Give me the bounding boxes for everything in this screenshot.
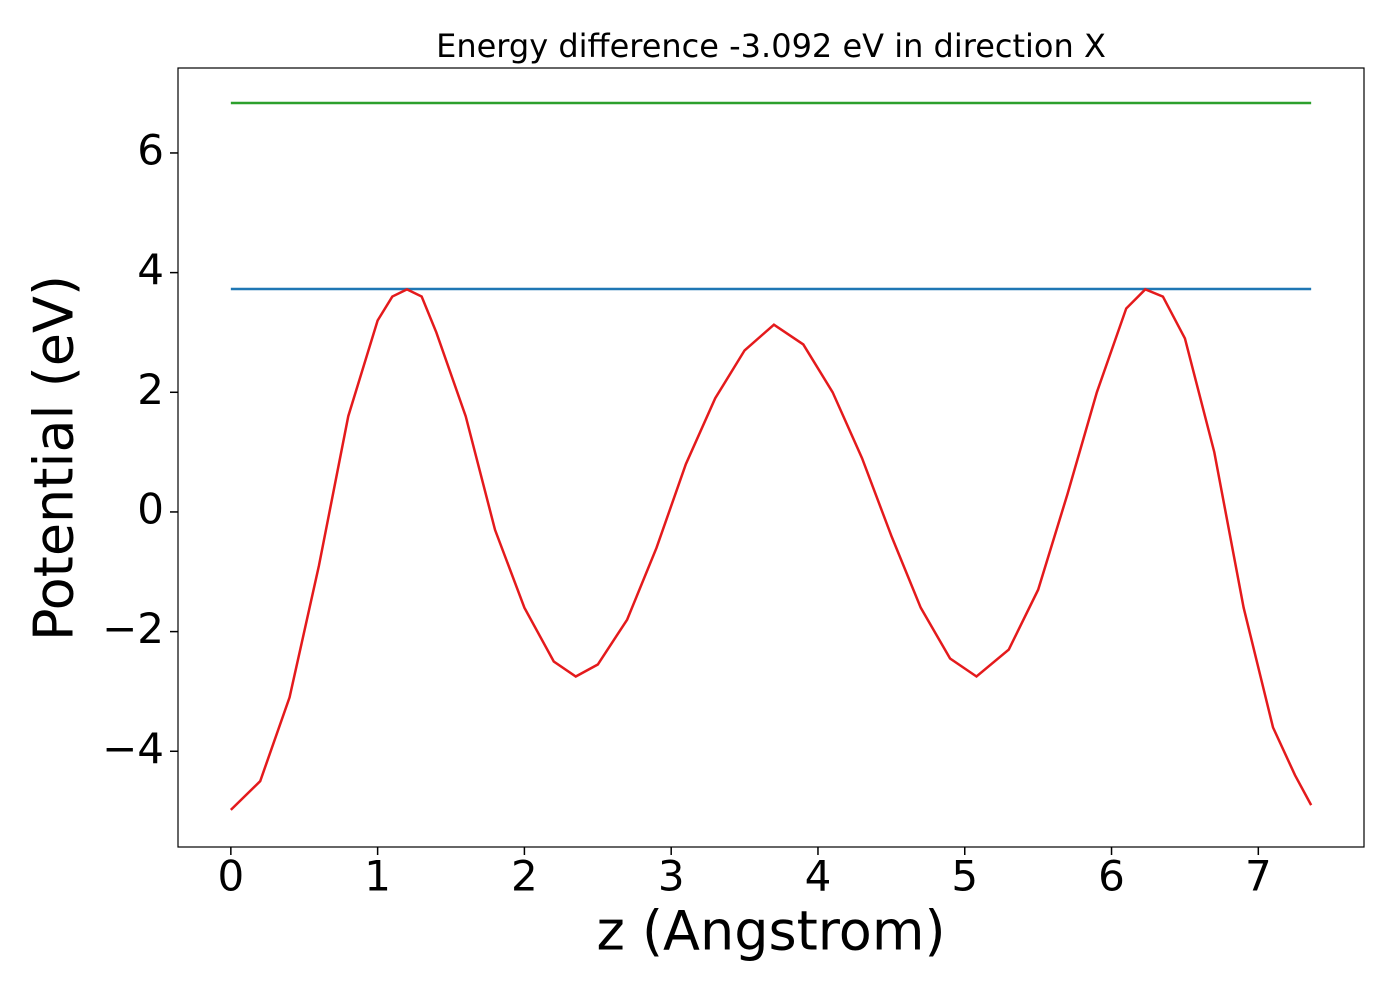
y-axis-label: Potential (eV) <box>23 275 86 641</box>
x-tick-label: 5 <box>951 852 978 901</box>
y-tick-label: 0 <box>137 484 164 533</box>
y-tick-label: −2 <box>102 604 164 653</box>
x-axis-label: z (Angstrom) <box>596 900 945 963</box>
x-tick-label: 0 <box>217 852 244 901</box>
y-tick-label: −4 <box>102 724 164 773</box>
chart-title: Energy difference -3.092 eV in direction… <box>436 27 1106 65</box>
x-tick-label: 3 <box>658 852 685 901</box>
series-line <box>229 287 1313 811</box>
x-tick-label: 1 <box>364 852 391 901</box>
y-tick-label: 4 <box>137 245 164 294</box>
x-tick-label: 6 <box>1098 852 1125 901</box>
y-tick-label: 6 <box>137 125 164 174</box>
x-tick-label: 2 <box>511 852 538 901</box>
x-tick-label: 7 <box>1245 852 1272 901</box>
plot-frame <box>177 67 1365 848</box>
y-tick-label: 2 <box>137 365 164 414</box>
x-tick-label: 4 <box>805 852 832 901</box>
